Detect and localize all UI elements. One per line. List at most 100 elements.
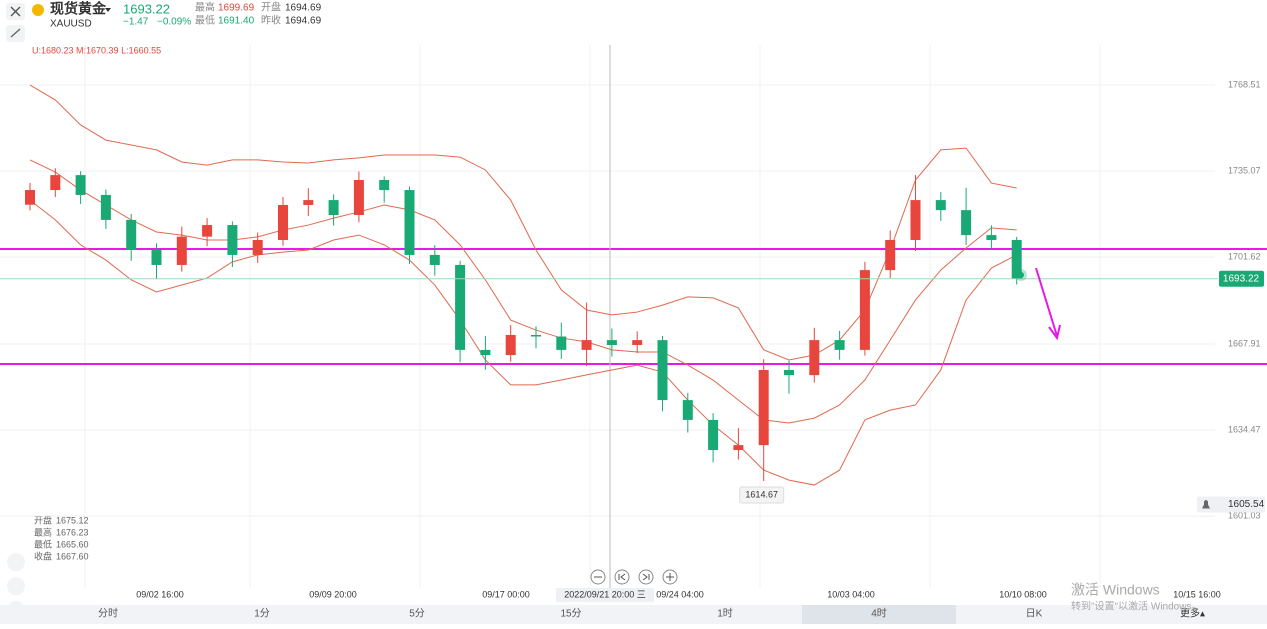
stat-label: 开盘 xyxy=(261,1,281,14)
candle-body xyxy=(733,445,744,451)
stat-label: 最低 xyxy=(195,14,215,27)
x-tick-label: 10/15 16:00 xyxy=(1173,589,1221,599)
last-price-label: 1693.22 xyxy=(1223,273,1260,284)
ohlc-value: 1667.60 xyxy=(56,551,89,561)
interval-tab[interactable]: 日K xyxy=(1026,609,1043,620)
candle-body xyxy=(505,334,516,356)
dropdown-icon[interactable] xyxy=(105,8,111,12)
ohlc-value: 1665.60 xyxy=(56,539,89,549)
candle-body xyxy=(429,254,440,265)
indicator-button[interactable] xyxy=(7,553,25,571)
candle-body xyxy=(581,340,592,350)
interval-tab[interactable]: 4时 xyxy=(871,608,887,620)
ohlc-value: 1676.23 xyxy=(56,527,89,537)
candle-body xyxy=(303,200,314,205)
stat-label: 最高 xyxy=(195,1,215,14)
candle-body xyxy=(935,200,946,211)
candle-body xyxy=(657,340,668,401)
low-label: 1614.67 xyxy=(745,489,778,499)
candle-body xyxy=(682,400,693,420)
ohlc-label: 收盘 xyxy=(34,550,52,561)
ohlc-value: 1675.12 xyxy=(56,515,89,525)
interval-tab[interactable]: 15分 xyxy=(560,608,581,620)
candle-body xyxy=(531,334,541,337)
candle-body xyxy=(328,200,339,216)
watermark-subtitle: 转到"设置"以激活 Windows。 xyxy=(1071,600,1201,613)
crosshair-label-box xyxy=(556,588,654,602)
candle-body xyxy=(278,204,288,240)
candle-body xyxy=(632,340,643,346)
change: −1.47 xyxy=(123,17,149,28)
stat-label: 昨收 xyxy=(261,14,281,27)
candle-body xyxy=(455,264,466,350)
boll-indicator: U:1680.23 M:1670.39 L:1660.55 xyxy=(32,45,161,55)
close-icon xyxy=(10,6,21,17)
stat-value: 1691.40 xyxy=(218,16,255,27)
candle-body xyxy=(151,250,162,265)
boll-upper xyxy=(29,84,1017,361)
x-tick-label: 09/02 16:00 xyxy=(136,589,184,599)
y-tick-label: 1601.03 xyxy=(1228,510,1261,520)
x-tick-label: 10/03 04:00 xyxy=(827,589,875,599)
zoom-controls xyxy=(590,569,678,585)
x-tick-label: 09/17 00:00 xyxy=(482,589,530,599)
stat-value: 1694.69 xyxy=(285,16,322,27)
candle-body xyxy=(252,239,263,255)
x-tick-label: 10/10 08:00 xyxy=(999,589,1047,599)
plot: 1601.03 1634.47 1667.91 1701.62 1735.07 1768.… xyxy=(0,45,1267,602)
candle-body xyxy=(784,369,794,376)
candle-body xyxy=(50,175,61,191)
alert-label: 1605.54 xyxy=(1228,499,1265,510)
ohlc-label: 最高 xyxy=(34,526,52,537)
candle-body xyxy=(25,190,35,205)
boll-middle xyxy=(29,159,1017,424)
change-percent: −0.09% xyxy=(157,17,191,28)
vertical-grid xyxy=(84,45,1101,588)
y-tick-label: 1735.07 xyxy=(1228,165,1261,175)
alert-tag xyxy=(1197,496,1265,513)
candle-body xyxy=(834,340,845,350)
candle-body xyxy=(885,239,896,271)
bell-icon xyxy=(1202,499,1210,509)
more-tab[interactable]: 更多▴ xyxy=(1180,607,1205,620)
stat-value: 1699.69 xyxy=(218,3,255,14)
candle-body xyxy=(961,210,972,236)
interval-tab[interactable]: 1分 xyxy=(254,608,270,620)
interval-tab[interactable]: 5分 xyxy=(409,608,425,620)
candle-body xyxy=(379,180,390,191)
candle-body xyxy=(227,225,238,255)
candle-body xyxy=(859,270,870,350)
scroll-end[interactable] xyxy=(638,569,654,585)
candle-body xyxy=(606,340,617,346)
last-price-tag xyxy=(1219,270,1264,287)
x-tick-label: 09/24 04:00 xyxy=(656,589,704,599)
y-tick-label: 1768.51 xyxy=(1228,79,1261,89)
candle-body xyxy=(404,190,415,255)
candle-body xyxy=(708,419,719,451)
x-tick-label: 09/09 20:00 xyxy=(309,589,357,599)
candle-body xyxy=(100,194,111,220)
candle-body xyxy=(126,219,137,251)
boll-lower xyxy=(29,199,1017,486)
candle-body xyxy=(75,175,86,195)
candle-body xyxy=(910,200,921,240)
ohlc-label: 开盘 xyxy=(34,514,52,525)
candle-body xyxy=(176,236,187,265)
candle-body xyxy=(556,336,567,350)
watermark-title: 激活 Windows xyxy=(1071,582,1160,598)
candle-body xyxy=(809,340,820,376)
instrument-symbol: XAUUSD xyxy=(50,19,92,30)
interval-tab[interactable]: 分时 xyxy=(98,608,118,620)
scroll-start[interactable] xyxy=(614,569,630,585)
candle-body xyxy=(986,235,997,240)
interval-tab[interactable]: 1时 xyxy=(717,608,733,620)
pen-button[interactable] xyxy=(7,577,25,595)
draw-icon xyxy=(10,28,21,38)
y-tick-label: 1634.47 xyxy=(1228,424,1261,434)
trend-arrow xyxy=(1035,267,1061,341)
last-price-dot xyxy=(1018,272,1024,278)
ohlc-panel: 开盘 1675.12 最高 1676.23 最低 1665.60 收盘 1667.60 xyxy=(34,514,89,561)
y-tick-label: 1701.62 xyxy=(1228,252,1261,262)
y-tick-label: 1667.91 xyxy=(1228,338,1261,348)
